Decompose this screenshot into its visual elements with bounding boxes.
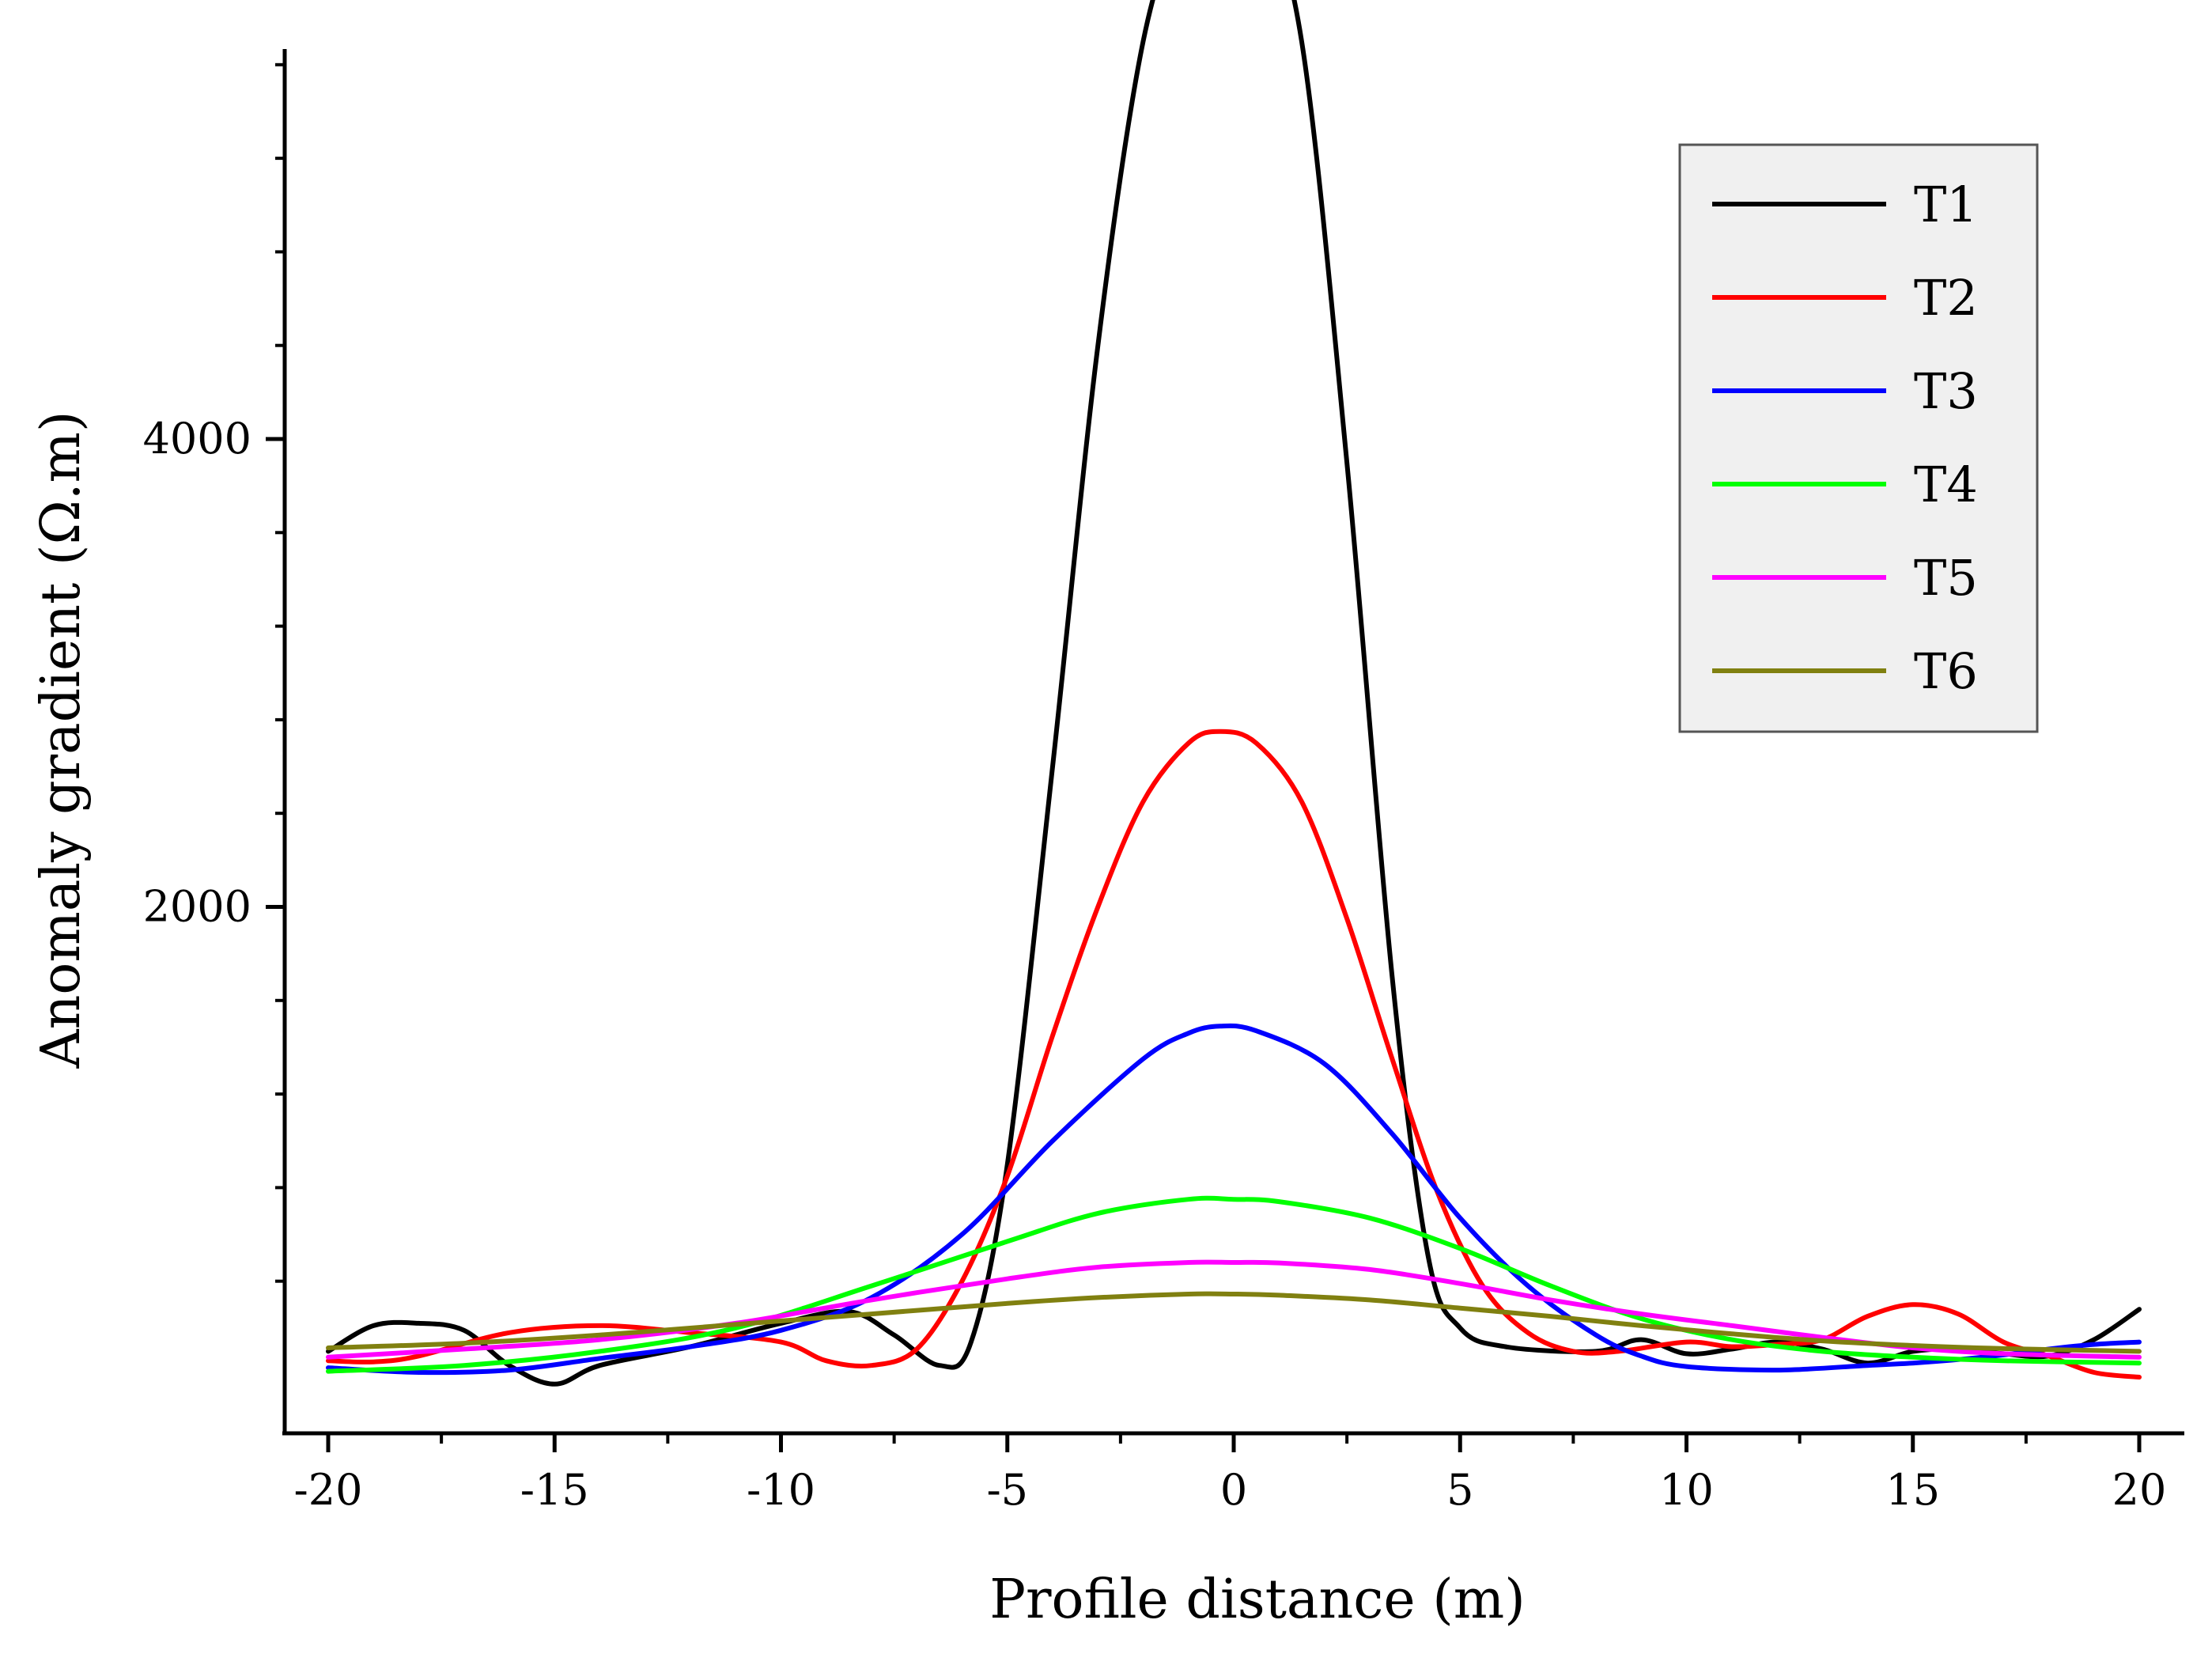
legend-item-t2: T2 — [1712, 269, 1978, 327]
y-axis-title: Anomaly gradient (Ω.m) — [30, 411, 93, 1069]
x-tick-label: -10 — [747, 1465, 815, 1515]
x-tick-label: 0 — [1220, 1465, 1247, 1515]
legend-label: T4 — [1914, 456, 1978, 513]
x-axis-ticks: -20 -15 -10 -5 0 5 10 15 20 — [294, 1433, 2167, 1515]
legend-label: T6 — [1914, 642, 1978, 700]
series-layer — [326, 0, 2142, 1387]
y-tick-label: 4000 — [143, 414, 251, 464]
legend-item-t4: T4 — [1712, 456, 1978, 513]
legend-label: T2 — [1914, 269, 1978, 327]
legend-item-t3: T3 — [1712, 362, 1978, 420]
legend-item-t5: T5 — [1712, 549, 1978, 607]
x-tick-label: -5 — [986, 1465, 1028, 1515]
x-axis-title: Profile distance (m) — [989, 1569, 1525, 1631]
legend-label: T1 — [1914, 176, 1978, 233]
x-tick-label: 10 — [1659, 1465, 1714, 1515]
legend-label: T3 — [1914, 362, 1978, 420]
legend-label: T5 — [1914, 549, 1978, 607]
x-tick-label: 20 — [2112, 1465, 2167, 1515]
legend-items: T1 T2 T3 T4 T5 T6 — [1712, 176, 1978, 700]
legend-item-t6: T6 — [1712, 642, 1978, 700]
legend: T1 T2 T3 T4 T5 T6 — [1678, 143, 2039, 733]
legend-item-t1: T1 — [1712, 176, 1978, 233]
y-tick-label: 2000 — [143, 882, 251, 932]
x-tick-label: 15 — [1885, 1465, 1940, 1515]
series-line-t3 — [326, 1023, 2142, 1376]
series-line-t4 — [326, 1195, 2142, 1374]
x-tick-label: -20 — [294, 1465, 363, 1515]
x-tick-label: -15 — [520, 1465, 589, 1515]
legend-box — [1678, 143, 2039, 733]
series-line-t6 — [326, 1291, 2142, 1354]
y-axis-ticks: 200040006000 — [143, 62, 285, 1283]
x-tick-label: 5 — [1446, 1465, 1473, 1515]
